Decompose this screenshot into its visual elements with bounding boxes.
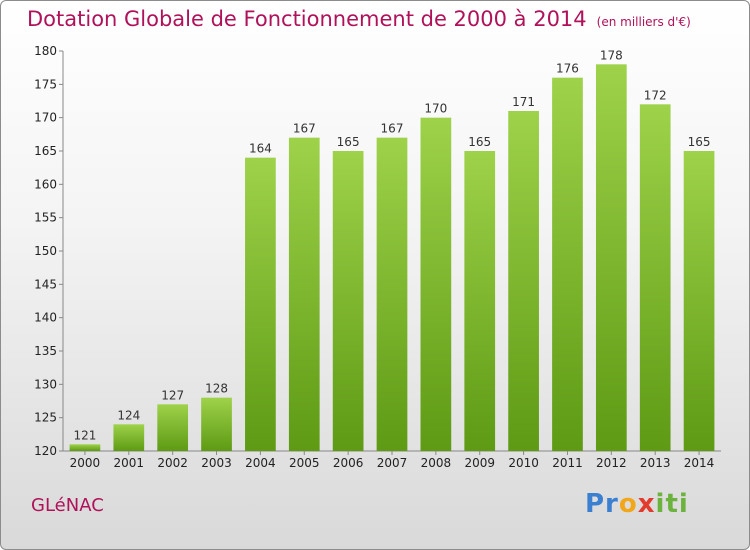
y-tick-label: 135 (34, 344, 57, 358)
x-tick-label: 2008 (421, 456, 452, 470)
x-tick-label: 2005 (289, 456, 320, 470)
data-label: 124 (117, 408, 140, 422)
x-tick-label: 2013 (640, 456, 671, 470)
bar (157, 404, 189, 451)
chart-subtitle: (en milliers d'€) (596, 15, 691, 29)
data-label: 165 (337, 135, 360, 149)
y-tick-label: 145 (34, 277, 57, 291)
y-tick-label: 165 (34, 144, 57, 158)
x-tick-label: 2012 (596, 456, 627, 470)
x-tick-label: 2003 (201, 456, 232, 470)
y-tick-label: 150 (34, 244, 57, 258)
bar (113, 424, 145, 451)
bar (639, 104, 671, 451)
data-label: 165 (688, 135, 711, 149)
y-tick-label: 175 (34, 77, 57, 91)
data-label: 164 (249, 142, 272, 156)
y-tick-label: 130 (34, 377, 57, 391)
bar (288, 137, 320, 451)
bar (420, 117, 452, 452)
bar (508, 111, 539, 451)
data-label: 165 (468, 135, 491, 149)
proxiti-logo[interactable]: Proxiti (585, 489, 689, 519)
x-tick-label: 2006 (333, 456, 364, 470)
chart-title: Dotation Globale de Fonctionnement de 20… (27, 7, 691, 31)
data-label: 171 (512, 95, 535, 109)
logo-part-2: o (618, 489, 638, 519)
bar (595, 64, 627, 452)
bar (464, 151, 496, 451)
x-tick-label: 2014 (684, 456, 715, 470)
bar (552, 77, 583, 452)
data-label: 167 (293, 122, 316, 136)
x-tick-label: 2004 (245, 456, 276, 470)
x-tick-label: 2002 (157, 456, 188, 470)
bar (69, 444, 101, 451)
bar (245, 157, 276, 451)
data-label: 172 (644, 88, 667, 102)
commune-name: GLéNAC (31, 495, 104, 516)
data-label: 167 (381, 122, 404, 136)
x-tick-label: 2007 (377, 456, 408, 470)
bar (332, 151, 364, 451)
y-tick-label: 180 (34, 44, 57, 58)
y-tick-label: 120 (34, 444, 57, 458)
bar (376, 137, 408, 451)
y-tick-label: 170 (34, 111, 57, 125)
x-tick-label: 2001 (114, 456, 145, 470)
data-label: 176 (556, 62, 579, 76)
x-tick-label: 2010 (508, 456, 539, 470)
data-label: 170 (424, 102, 447, 116)
y-tick-label: 125 (34, 411, 57, 425)
x-tick-label: 2000 (70, 456, 101, 470)
data-label: 127 (161, 388, 184, 402)
chart-title-text: Dotation Globale de Fonctionnement de 20… (27, 7, 587, 31)
x-tick-label: 2011 (552, 456, 583, 470)
data-label: 178 (600, 48, 623, 62)
bar (683, 151, 715, 451)
logo-part-1: Pr (585, 489, 619, 519)
y-tick-label: 155 (34, 211, 57, 225)
x-tick-label: 2009 (464, 456, 495, 470)
logo-part-4: iti (655, 489, 689, 519)
y-tick-label: 140 (34, 311, 57, 325)
logo-part-3: x (637, 489, 656, 519)
data-label: 128 (205, 382, 228, 396)
y-tick-label: 160 (34, 177, 57, 191)
data-label: 121 (73, 428, 96, 442)
bar (201, 397, 232, 451)
